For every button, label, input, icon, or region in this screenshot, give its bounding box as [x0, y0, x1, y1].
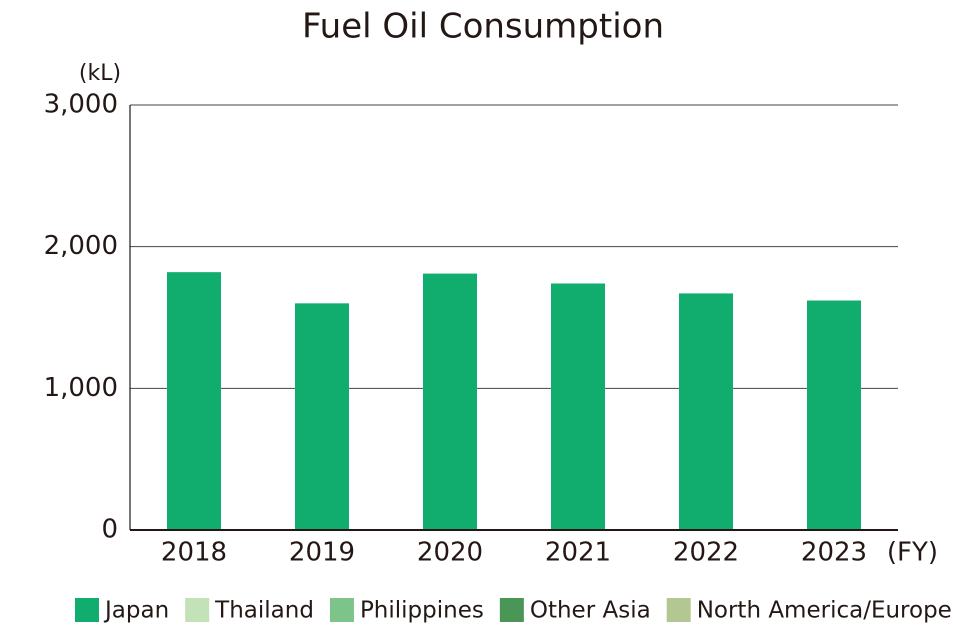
- x-tick-label: 2020: [417, 538, 483, 568]
- legend-swatch: [185, 598, 210, 622]
- legend-label: Other Asia: [530, 598, 651, 624]
- bar-segment: [423, 273, 477, 530]
- y-tick-label: 3,000: [44, 90, 118, 120]
- y-tick-label: 0: [101, 515, 118, 545]
- legend-label: North America/Europe: [697, 598, 952, 624]
- x-tick-label: 2023: [801, 538, 867, 568]
- legend-swatch: [499, 598, 524, 622]
- x-tick-label: 2019: [289, 538, 355, 568]
- bar-segment: [167, 272, 221, 530]
- legend-swatch: [329, 598, 354, 622]
- legend-label: Japan: [103, 598, 169, 624]
- legend-label: Thailand: [214, 598, 314, 624]
- legend-swatch: [666, 598, 691, 622]
- bar-segment: [551, 283, 605, 530]
- bar-segment: [295, 303, 349, 530]
- y-tick-label: 1,000: [44, 373, 118, 403]
- x-tick-label: 2021: [545, 538, 611, 568]
- chart-title: Fuel Oil Consumption: [302, 7, 664, 47]
- y-tick-label: 2,000: [44, 231, 118, 261]
- x-unit: (FY): [887, 538, 938, 568]
- x-tick-label: 2018: [161, 538, 227, 568]
- legend-swatch: [75, 598, 99, 622]
- y-unit: (kL): [79, 61, 121, 86]
- legend-label: Philippines: [360, 598, 484, 624]
- x-tick-label: 2022: [673, 538, 739, 568]
- bar-segment: [807, 300, 861, 530]
- bar-segment: [679, 293, 733, 530]
